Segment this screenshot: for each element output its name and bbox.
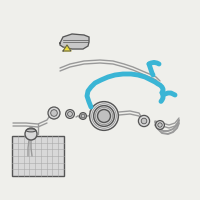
Circle shape — [94, 106, 114, 126]
Circle shape — [141, 118, 147, 124]
Polygon shape — [63, 45, 71, 51]
Circle shape — [51, 110, 57, 116]
Polygon shape — [60, 34, 89, 49]
Circle shape — [66, 110, 74, 118]
Circle shape — [48, 107, 60, 119]
Circle shape — [138, 115, 150, 127]
Circle shape — [80, 113, 86, 119]
Circle shape — [81, 114, 85, 118]
Circle shape — [90, 102, 118, 130]
Circle shape — [158, 123, 162, 127]
Circle shape — [68, 112, 72, 116]
Ellipse shape — [26, 129, 36, 132]
Circle shape — [25, 128, 37, 140]
Bar — [12, 136, 64, 176]
Circle shape — [98, 110, 110, 122]
Circle shape — [156, 121, 164, 129]
